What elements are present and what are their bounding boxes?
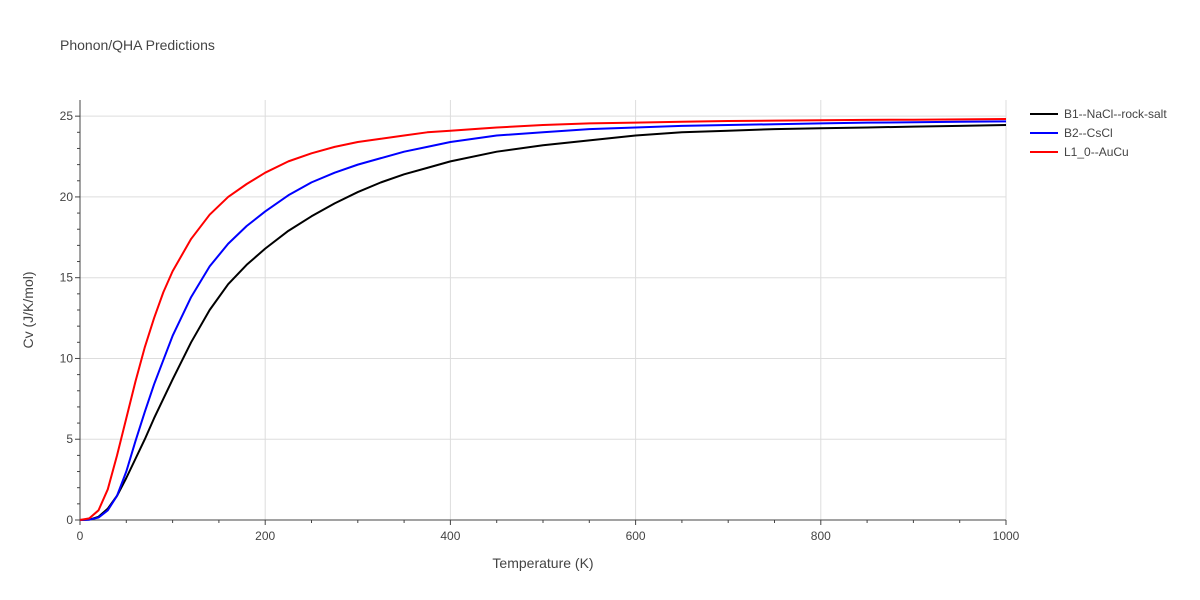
legend-label: B2--CsCl bbox=[1064, 126, 1113, 140]
x-axis-title: Temperature (K) bbox=[492, 555, 593, 571]
series-line-2 bbox=[79, 118, 1007, 521]
y-tick-label: 15 bbox=[60, 271, 74, 285]
chart-title: Phonon/QHA Predictions bbox=[60, 37, 215, 53]
x-tick-label: 800 bbox=[811, 529, 831, 543]
legend-item[interactable]: B2--CsCl bbox=[1030, 126, 1113, 140]
x-tick-label: 400 bbox=[440, 529, 460, 543]
y-tick-label: 0 bbox=[66, 513, 73, 527]
y-axis-title: Cv (J/K/mol) bbox=[20, 272, 36, 349]
legend[interactable]: B1--NaCl--rock-salt B2--CsCl L1_0--AuCu bbox=[1030, 107, 1167, 159]
y-tick-label: 20 bbox=[60, 190, 74, 204]
legend-label: B1--NaCl--rock-salt bbox=[1064, 107, 1167, 121]
axis-layer: 0 5 10 15 20 25 0 200 400 600 800 1000 bbox=[60, 100, 1020, 543]
y-tick-label: 10 bbox=[60, 351, 74, 365]
x-tick-label: 0 bbox=[77, 529, 84, 543]
x-tick-label: 200 bbox=[255, 529, 275, 543]
x-tick-label: 600 bbox=[626, 529, 646, 543]
series-line-1 bbox=[79, 120, 1007, 521]
legend-item[interactable]: B1--NaCl--rock-salt bbox=[1030, 107, 1167, 121]
legend-label: L1_0--AuCu bbox=[1064, 145, 1129, 159]
y-tick-label: 5 bbox=[66, 432, 73, 446]
y-tick-label: 25 bbox=[60, 109, 74, 123]
x-tick-label: 1000 bbox=[993, 529, 1020, 543]
series-line-0 bbox=[79, 124, 1007, 521]
series-layer bbox=[79, 118, 1007, 521]
grid-layer bbox=[80, 100, 1007, 520]
legend-item[interactable]: L1_0--AuCu bbox=[1030, 145, 1129, 159]
